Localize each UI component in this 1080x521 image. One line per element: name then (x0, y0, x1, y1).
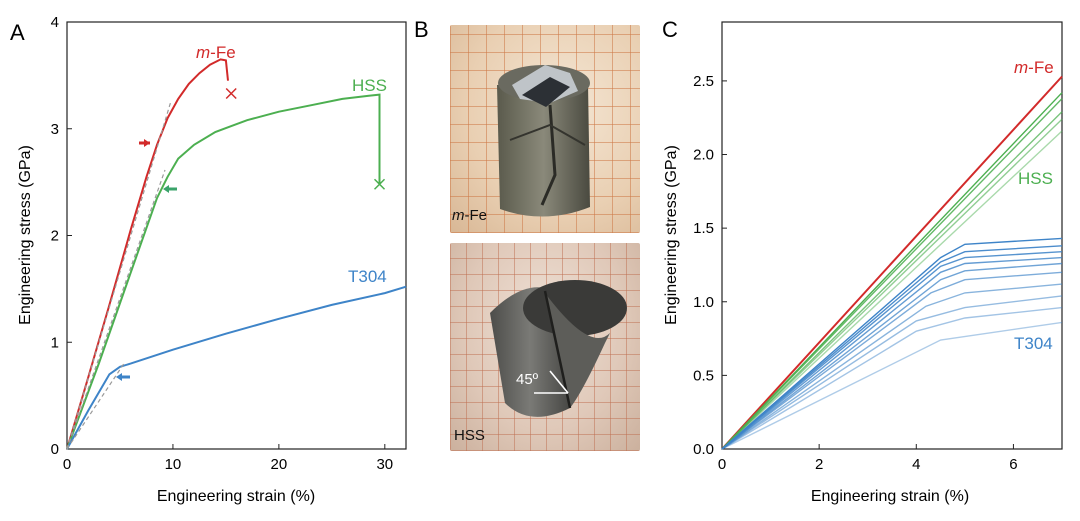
panel-a-ytick-label: 0 (51, 441, 59, 458)
panel-c-xtick-label: 4 (912, 456, 920, 473)
arrow-head-t304 (116, 373, 122, 381)
panel-c-series-t304-curve (721, 262, 1063, 450)
panel-a-ytick-label: 3 (51, 121, 59, 138)
panel-c-series-t304-curve (721, 245, 1063, 450)
elastic-line-m-fe (66, 100, 172, 450)
panel-c-frame (721, 21, 1063, 450)
panel-a-xtick-label: 0 (63, 456, 71, 473)
panel-c-series-t304-curve (721, 321, 1063, 450)
panel-a-series-m-fe (66, 58, 229, 450)
panel-c-ytick-label: 2.0 (693, 147, 714, 164)
panel-c-ytick-label: 1.5 (693, 220, 714, 237)
angle-label: 45º (516, 371, 539, 388)
arrow-head-hss (163, 185, 169, 193)
panel-c-ytick-label: 0.5 (693, 367, 714, 384)
panel-a-series-t304 (66, 285, 407, 450)
hss-sample-drawing (490, 280, 627, 417)
panel-c-series-t304-curve (721, 256, 1063, 450)
arrow-head-m-fe (144, 139, 150, 147)
panel-c-series-hss-curve (721, 98, 1063, 450)
panel-c-series-t304-curve (721, 271, 1063, 450)
panel-a-ytick-label: 4 (51, 14, 59, 31)
panel-c-series-hss-curve (721, 130, 1063, 450)
panel-c-series-hss-curve (721, 118, 1063, 450)
panel-label-c: C (662, 17, 678, 42)
m-fe-sample-drawing (497, 65, 590, 217)
panel-a-ylabel: Engineering stress (GPa) (17, 145, 34, 325)
panel-c-ytick-label: 0.0 (693, 441, 714, 458)
photo-caption-hss: HSS (454, 427, 485, 444)
panel-c-ylabel: Engineering stress (GPa) (663, 145, 680, 325)
panel-a-ytick-label: 1 (51, 334, 59, 351)
photo-hss-sample: 45º HSS (450, 243, 640, 451)
photo-caption-m-fe: m-Fe (452, 207, 487, 224)
panel-a-series-hss (66, 93, 381, 450)
panel-a-fracture-marker-hss (373, 178, 386, 190)
label-t304-a: T304 (348, 267, 387, 286)
panel-label-a: A (10, 20, 25, 45)
photo-m-fe-sample: m-Fe (450, 25, 640, 233)
panel-a-xlabel: Engineering strain (%) (157, 488, 315, 505)
elastic-line-t304 (66, 361, 126, 450)
panel-c-series-t304-curve (721, 237, 1063, 450)
elastic-line-hss (66, 169, 166, 450)
panel-c-series-t304-curve (721, 306, 1063, 450)
label-t304-c: T304 (1014, 334, 1053, 353)
panel-a-xtick-label: 20 (271, 456, 288, 473)
panel-a-ytick-label: 2 (51, 228, 59, 245)
panel-a-xtick-label: 30 (376, 456, 393, 473)
panel-c-xtick-label: 0 (718, 456, 726, 473)
panel-c-series-t304-curve (721, 283, 1063, 450)
label-hss-c: HSS (1018, 169, 1053, 188)
panel-c-ytick-label: 2.5 (693, 73, 714, 90)
panel-c-series-t304-curve (721, 251, 1063, 450)
panel-c-xtick-label: 6 (1009, 456, 1017, 473)
label-hss-a: HSS (352, 76, 387, 95)
panel-c-xtick-label: 2 (815, 456, 823, 473)
panel-label-b: B (414, 17, 429, 42)
panel-c-series-m-fe (721, 75, 1063, 450)
panel-c-chart: 0 2 4 6 0.0 0.5 1.0 1.5 2.0 2.5 Engineering strai… (663, 21, 1063, 505)
panel-a-chart: 0 10 20 30 0 1 2 3 4 Engineering strain (%) Engi… (17, 14, 407, 505)
panel-a-xtick-label: 10 (165, 456, 182, 473)
label-m-fe-a: m-Fe (196, 43, 236, 62)
panel-c-series-t304-curve (721, 295, 1063, 450)
panel-c-ytick-label: 1.0 (693, 294, 714, 311)
panel-a-fracture-marker-m-fe (225, 87, 237, 100)
panel-c-xlabel: Engineering strain (%) (811, 488, 969, 505)
label-m-fe-c: m-Fe (1014, 58, 1054, 77)
panel-c-series-hss-curve (721, 111, 1063, 450)
